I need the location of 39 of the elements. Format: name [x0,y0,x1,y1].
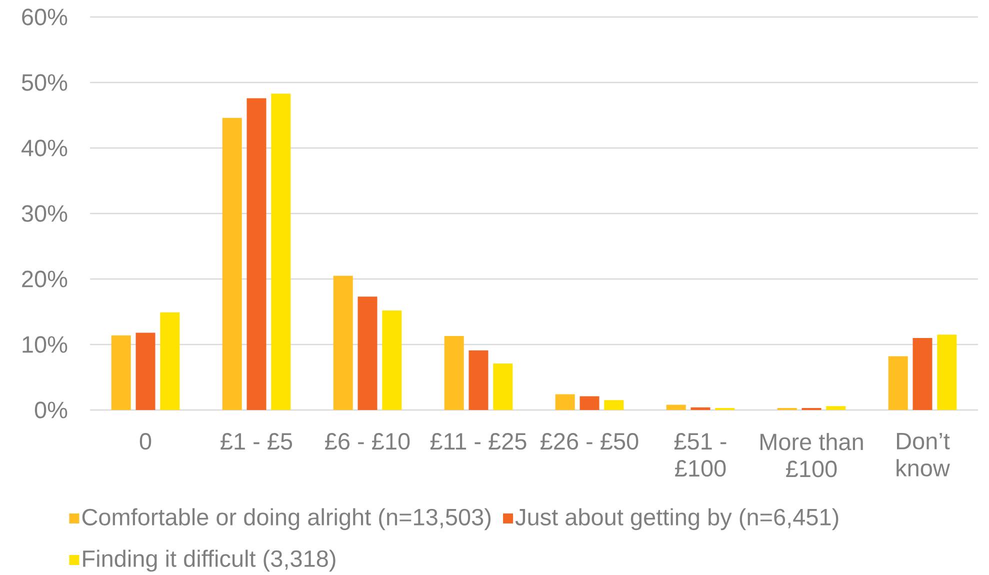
x-tick-label: 0 [140,433,152,450]
y-tick-label: 60% [22,8,68,26]
bar [888,356,908,410]
bar [358,296,378,410]
bar [666,404,686,410]
y-tick-label: 10% [22,336,68,353]
y-tick-label: 20% [22,270,68,288]
bar [222,118,242,410]
x-tick-label: £26 - £50 [540,433,638,450]
bar [690,407,710,410]
legend-label: Comfortable or doing alright (n=13,503) [82,508,491,530]
bar [246,98,266,410]
y-tick-label: 30% [22,205,68,222]
y-tick-label: 0% [34,402,68,418]
x-tick-label: £11 - £25 [430,433,526,450]
bar [937,334,957,410]
x-tick-label: More than £100 [760,433,863,478]
bar [555,394,575,410]
bar [604,400,624,410]
bar [444,336,464,410]
bar [160,312,180,410]
y-tick-label: 50% [22,74,68,91]
bar [826,406,846,410]
bar [580,396,600,410]
bar [271,94,291,410]
bar [382,310,402,410]
bar [136,332,156,410]
x-tick-label: £6 - £10 [325,433,410,450]
x-tick-label: Don’t know [896,433,950,476]
x-tick-label: £51 - £100 [674,433,726,477]
legend-label: Just about getting by (n=6,451) [515,508,838,530]
bar [468,350,488,410]
bar [493,363,513,410]
bar [111,335,131,410]
x-tick-label: £1 - £5 [220,433,292,450]
bar [333,276,353,410]
y-tick-label: 40% [21,140,68,156]
legend-label: Finding it difficult (3,318) [83,550,336,572]
bar [912,338,932,410]
